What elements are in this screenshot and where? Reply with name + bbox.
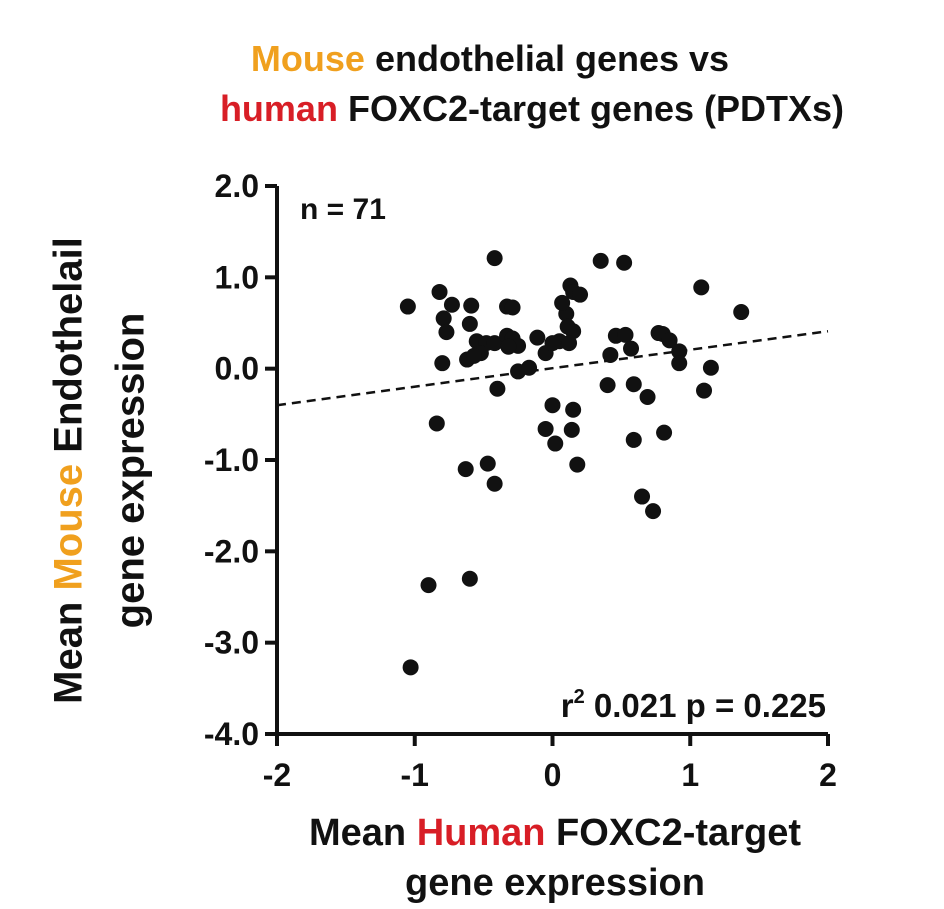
scatter-point bbox=[733, 304, 750, 321]
scatter-point bbox=[521, 359, 538, 376]
scatter-point bbox=[431, 283, 448, 300]
scatter-point bbox=[554, 294, 571, 311]
scatter-point bbox=[479, 455, 496, 472]
scatter-point bbox=[639, 388, 656, 405]
scatter-point bbox=[572, 286, 589, 303]
scatter-point bbox=[625, 376, 642, 393]
scatter-point bbox=[435, 310, 452, 327]
y-tick-label: -2.0 bbox=[204, 533, 259, 569]
scatter-point bbox=[693, 279, 710, 296]
chart-title-line-2: human FOXC2-target genes (PDTXs) bbox=[120, 88, 944, 130]
scatter-point bbox=[402, 659, 419, 676]
x-tick-label: -1 bbox=[401, 757, 429, 793]
scatter-point bbox=[500, 338, 517, 355]
r2-label: r bbox=[561, 687, 574, 724]
scatter-point bbox=[438, 324, 455, 341]
scatter-point bbox=[656, 424, 673, 441]
stats-annotation: r2 0.021 p = 0.225 bbox=[561, 686, 826, 724]
title-line-1-rest: endothelial genes vs bbox=[364, 38, 730, 79]
scatter-point bbox=[399, 298, 416, 315]
scatter-point bbox=[661, 332, 678, 349]
scatter-point bbox=[617, 326, 634, 343]
scatter-point bbox=[625, 431, 642, 448]
scatter-point bbox=[537, 420, 554, 437]
scatter-point bbox=[457, 461, 474, 478]
x-label-human-word: Human bbox=[416, 812, 546, 854]
scatter-point bbox=[544, 397, 561, 414]
fit-line-group bbox=[276, 329, 829, 407]
n-annotation: n = 71 bbox=[300, 193, 386, 226]
scatter-point bbox=[645, 503, 662, 520]
chart-title-line-1: Mouse endothelial genes vs bbox=[140, 38, 840, 80]
scatter-point bbox=[544, 335, 561, 352]
title-line-2-rest: FOXC2-target genes (PDTXs) bbox=[337, 88, 845, 129]
scatter-point bbox=[461, 570, 478, 587]
title-mouse-word: Mouse bbox=[250, 38, 365, 79]
scatter-point bbox=[486, 250, 503, 267]
scatter-point bbox=[702, 359, 719, 376]
scatter-point bbox=[563, 421, 580, 438]
scatter-point bbox=[489, 380, 506, 397]
scatter-point bbox=[569, 456, 586, 473]
scatter-point bbox=[616, 254, 633, 271]
scatter-point bbox=[465, 347, 482, 364]
scatter-point bbox=[671, 343, 688, 360]
scatter-point bbox=[420, 577, 437, 594]
x-axis-label-line-2: gene expression bbox=[405, 862, 705, 904]
y-tick-label: 1.0 bbox=[215, 259, 259, 295]
x-label-pre: Mean bbox=[309, 812, 417, 854]
y-tick-label: -4.0 bbox=[204, 716, 259, 752]
scatter-point bbox=[434, 355, 451, 372]
scatter-point bbox=[561, 335, 578, 352]
y-tick-label: -3.0 bbox=[204, 625, 259, 661]
scatter-point bbox=[529, 329, 546, 346]
scatter-point bbox=[486, 475, 503, 492]
x-tick-label: -2 bbox=[263, 757, 291, 793]
y-tick-label: -1.0 bbox=[204, 442, 259, 478]
scatter-point bbox=[623, 340, 640, 357]
scatter-point bbox=[461, 315, 478, 332]
scatter-point bbox=[463, 297, 480, 314]
x-axis-label-line-1: Mean Human FOXC2-target bbox=[210, 812, 900, 855]
scatter-point bbox=[504, 299, 521, 316]
scatter-point bbox=[602, 346, 619, 363]
scatter-point bbox=[428, 415, 445, 432]
scatter-point bbox=[486, 335, 503, 352]
y-tick-label: 0.0 bbox=[215, 351, 259, 387]
scatter-point bbox=[634, 488, 651, 505]
scatter-point bbox=[592, 252, 609, 269]
axes: 2.0 1.0 0.0 -1.0 -2.0 -3.0 -4.0-2 -1 0 1 2 bbox=[204, 168, 837, 793]
y-tick-label: 2.0 bbox=[215, 168, 259, 204]
scatter-point bbox=[547, 435, 564, 452]
scatter-point bbox=[696, 382, 713, 399]
r2-superscript: 2 bbox=[574, 686, 585, 708]
x-label-post: FOXC2-target bbox=[545, 812, 801, 854]
scatter-point bbox=[671, 355, 688, 372]
title-human-word: human bbox=[219, 88, 338, 129]
stats-values: 0.021 p = 0.225 bbox=[585, 687, 826, 724]
scatter-point bbox=[443, 296, 460, 313]
points-group bbox=[399, 250, 750, 676]
x-tick-label: 2 bbox=[819, 757, 837, 793]
x-tick-label: 0 bbox=[544, 757, 562, 793]
fit-line bbox=[276, 329, 829, 407]
x-tick-label: 1 bbox=[681, 757, 699, 793]
scatter-point bbox=[599, 377, 616, 394]
scatter-point bbox=[565, 401, 582, 418]
